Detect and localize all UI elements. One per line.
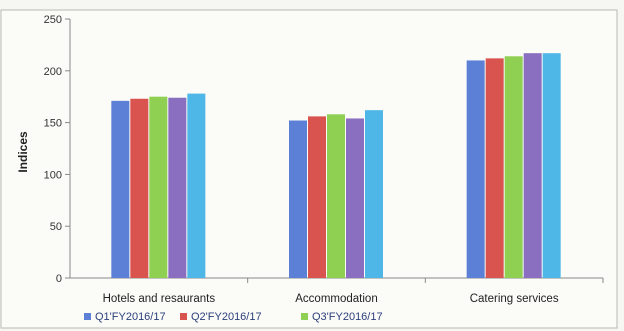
legend-label: Q2'FY2016/17 xyxy=(191,311,262,323)
legend-label: Q1'FY2016/17 xyxy=(95,311,166,323)
legend-swatch xyxy=(180,313,187,320)
bar xyxy=(523,53,542,278)
bar xyxy=(308,116,326,278)
y-tick-label: 250 xyxy=(44,14,62,26)
x-tick-label: Accommodation xyxy=(295,293,377,305)
bar xyxy=(187,93,206,278)
bar xyxy=(168,97,187,279)
x-tick-label: Hotels and resaurants xyxy=(103,293,216,305)
bar xyxy=(149,96,168,278)
legend-label: Q3'FY2016/17 xyxy=(312,311,383,323)
legend-swatch xyxy=(84,313,91,320)
bar xyxy=(327,114,345,278)
bar xyxy=(542,53,561,278)
y-tick-label: 0 xyxy=(56,273,62,285)
bar xyxy=(504,56,523,278)
plot-area: 0 50 100 150 200 250 Hotels and resaurants Acco… xyxy=(44,14,604,323)
legend-swatch xyxy=(301,313,308,320)
bar xyxy=(289,120,307,278)
y-tick-label: 100 xyxy=(44,169,62,181)
bar xyxy=(130,98,149,278)
x-tick-label: Catering services xyxy=(470,293,559,305)
bar xyxy=(346,118,364,279)
bar xyxy=(365,110,383,278)
y-tick-label: 50 xyxy=(50,221,62,233)
bar xyxy=(466,60,485,278)
y-tick-label: 150 xyxy=(44,118,62,130)
y-axis-label: Indices xyxy=(16,131,30,173)
y-tick-label: 200 xyxy=(44,66,62,78)
bar xyxy=(485,58,504,279)
bar xyxy=(111,100,130,279)
